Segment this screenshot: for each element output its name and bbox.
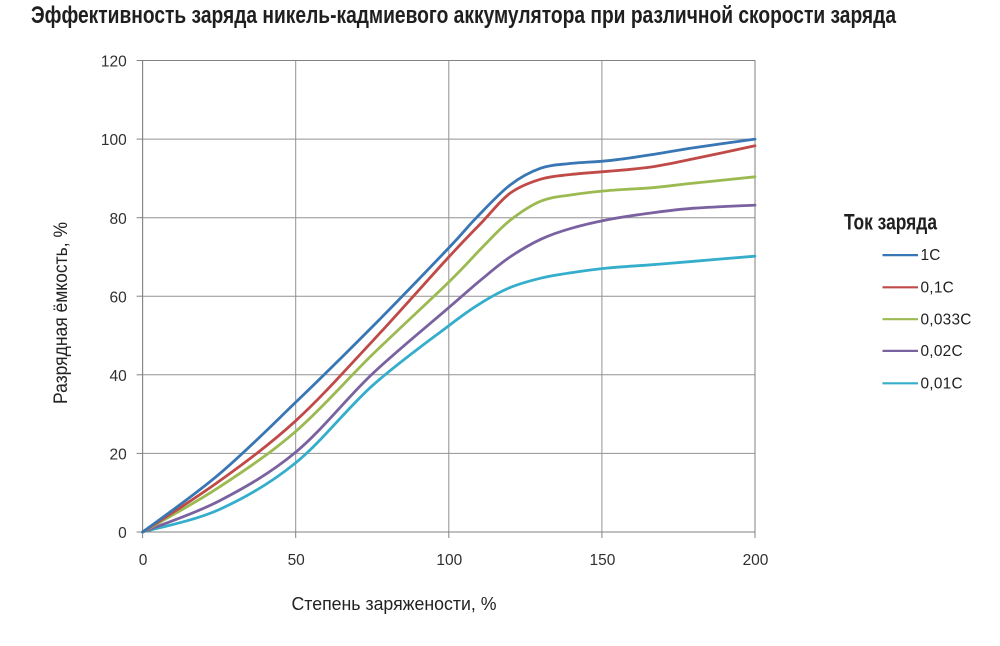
svg-text:1C: 1C [921,247,941,264]
svg-text:80: 80 [110,211,128,228]
svg-text:Ток заряда: Ток заряда [844,210,938,235]
svg-text:Разрядная ёмкость, %: Разрядная ёмкость, % [50,222,72,404]
svg-text:100: 100 [101,132,127,149]
svg-text:100: 100 [436,552,462,569]
svg-text:Эффективность заряда никель-ка: Эффективность заряда никель-кадмиевого а… [31,2,897,29]
svg-text:120: 120 [101,54,127,71]
svg-text:200: 200 [743,552,769,569]
svg-text:150: 150 [589,552,615,569]
svg-text:60: 60 [110,289,128,306]
svg-text:0: 0 [139,552,148,569]
svg-text:0,01C: 0,01C [921,375,963,392]
svg-text:50: 50 [288,552,306,569]
svg-text:0: 0 [118,525,127,542]
svg-text:40: 40 [110,368,128,385]
svg-text:0,033C: 0,033C [921,311,972,328]
svg-text:20: 20 [110,447,128,464]
svg-text:Степень заряжености, %: Степень заряжености, % [292,593,497,614]
svg-text:0,1C: 0,1C [921,279,955,296]
svg-text:0,02C: 0,02C [921,343,963,360]
